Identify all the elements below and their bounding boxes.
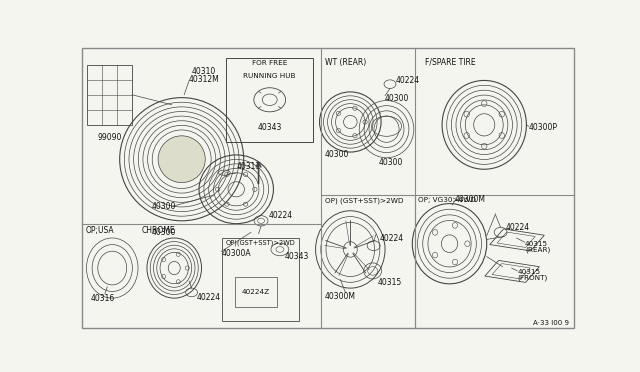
Text: 40300: 40300 [152, 228, 176, 237]
Text: 40312M: 40312M [189, 74, 220, 83]
Bar [227, 58, 313, 142]
Text: 40224: 40224 [506, 224, 530, 232]
Text: F/SPARE TIRE: F/SPARE TIRE [425, 58, 476, 67]
Text: (REAR): (REAR) [525, 246, 550, 253]
Text: 40310: 40310 [192, 67, 216, 76]
Text: 40300A: 40300A [221, 249, 251, 258]
Bar [235, 277, 277, 307]
Bar [88, 65, 132, 125]
Text: 40300: 40300 [379, 158, 403, 167]
Text: OP; VG30>4WD: OP; VG30>4WD [419, 197, 476, 203]
Text: 40224: 40224 [380, 234, 404, 243]
Text: 40300: 40300 [324, 150, 349, 160]
Text: WT (REAR): WT (REAR) [324, 58, 366, 67]
Bar [222, 238, 300, 321]
Text: OP) (GST+SST)>2WD: OP) (GST+SST)>2WD [324, 197, 403, 203]
Text: 40315: 40315 [525, 241, 548, 247]
Text: 40300: 40300 [152, 202, 176, 211]
Text: 40300M: 40300M [454, 195, 486, 204]
Text: 40343: 40343 [257, 123, 282, 132]
Text: OP;USA: OP;USA [86, 226, 115, 235]
Text: 40315: 40315 [378, 278, 402, 287]
Text: 40316: 40316 [91, 294, 115, 303]
Text: 40343: 40343 [285, 252, 309, 261]
Text: OP)(GST+SST)>2WD: OP)(GST+SST)>2WD [226, 240, 296, 246]
Text: 40224: 40224 [196, 293, 221, 302]
Text: (FRONT): (FRONT) [518, 275, 548, 281]
Text: 40224: 40224 [396, 76, 420, 85]
Text: 40224: 40224 [269, 211, 292, 219]
Text: 40224Z: 40224Z [242, 289, 270, 295]
Text: 99090: 99090 [97, 134, 122, 142]
Ellipse shape [158, 136, 205, 183]
Text: 40315: 40315 [518, 269, 541, 275]
Text: 40311: 40311 [237, 162, 261, 171]
Text: 40300: 40300 [385, 94, 410, 103]
Text: 40300M: 40300M [324, 292, 356, 301]
Text: RUNNING HUB: RUNNING HUB [243, 73, 296, 79]
Text: CHROME: CHROME [142, 226, 175, 235]
Text: 40300P: 40300P [529, 123, 558, 132]
Text: A·33 I00 9: A·33 I00 9 [532, 320, 568, 326]
Text: FOR FREE: FOR FREE [252, 60, 287, 66]
